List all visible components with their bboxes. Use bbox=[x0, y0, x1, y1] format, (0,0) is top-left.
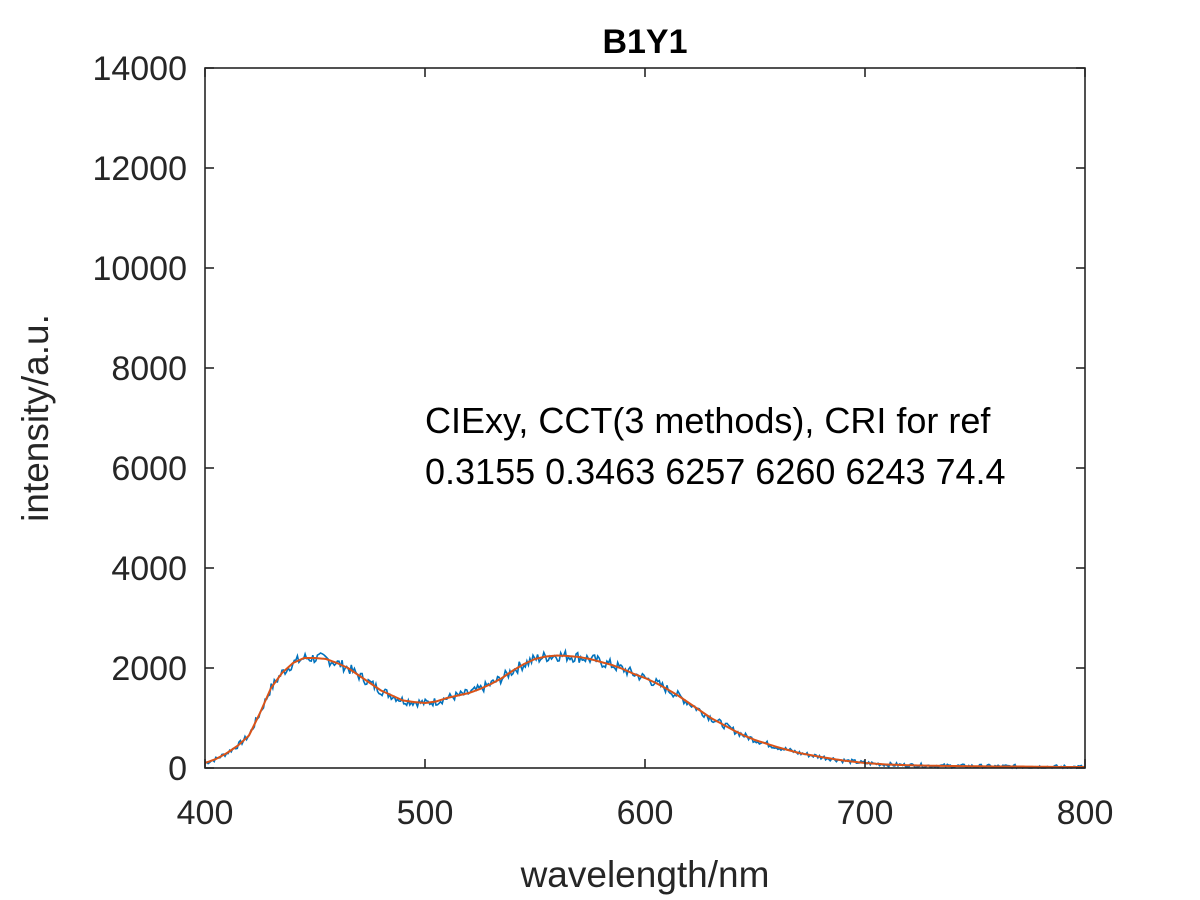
y-tick-label: 12000 bbox=[92, 150, 187, 188]
series-line-1 bbox=[204, 648, 1085, 770]
y-axis-title: intensity/a.u. bbox=[15, 314, 56, 522]
y-tick-label: 0 bbox=[168, 750, 187, 788]
x-tick-label: 800 bbox=[1057, 794, 1114, 832]
x-axis-title: wavelength/nm bbox=[520, 854, 770, 895]
x-tick-label: 700 bbox=[837, 794, 894, 832]
y-tick-label: 4000 bbox=[111, 550, 187, 588]
x-tick-label: 400 bbox=[177, 794, 234, 832]
annotation-line-1: CIExy, CCT(3 methods), CRI for ref bbox=[425, 400, 991, 441]
plot-area bbox=[204, 648, 1085, 770]
y-tick-label: 2000 bbox=[111, 650, 187, 688]
axes: 400 500 600 700 8000200040006000800010000120… bbox=[92, 50, 1113, 832]
series-line-2 bbox=[204, 654, 1085, 768]
x-tick-label: 500 bbox=[397, 794, 454, 832]
y-tick-label: 14000 bbox=[92, 50, 187, 88]
chart-title: B1Y1 bbox=[602, 23, 687, 61]
y-tick-label: 10000 bbox=[92, 250, 187, 288]
y-tick-label: 6000 bbox=[111, 450, 187, 488]
y-tick-label: 8000 bbox=[111, 350, 187, 388]
annotation-line-2: 0.3155 0.3463 6257 6260 6243 74.4 bbox=[425, 451, 1006, 492]
x-tick-label: 600 bbox=[617, 794, 674, 832]
